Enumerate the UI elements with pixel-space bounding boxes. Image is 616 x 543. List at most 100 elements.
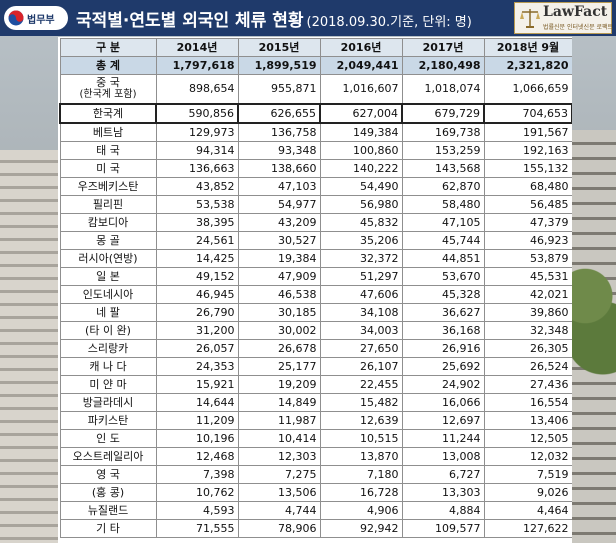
resident-count-cell: 13,406 [483,411,572,430]
resident-count-cell: 26,524 [483,357,572,376]
resident-count-cell: 11,244 [401,429,485,448]
resident-count-cell: 47,105 [401,213,485,232]
resident-count-cell: 127,622 [483,519,572,538]
resident-count-cell: 149,384 [319,122,403,142]
resident-count-cell: 45,744 [401,231,485,250]
title-subtitle: (2018.09.30.기준, 단위: 명) [306,15,472,30]
resident-count-cell: 191,567 [483,122,572,142]
resident-count-cell: 14,644 [155,393,239,412]
resident-count-cell: 4,464 [483,501,572,520]
resident-count-cell: 25,692 [401,357,485,376]
resident-count-cell: 71,555 [155,519,239,538]
resident-count-cell: 627,004 [319,103,403,124]
resident-count-cell: 4,593 [155,501,239,520]
resident-count-cell: 56,485 [483,195,572,214]
country-label: 캐 나 다 [59,357,157,376]
column-header-2018-sep: 2018년 9월 [483,38,572,57]
column-header-2016: 2016년 [319,38,403,57]
country-label: 몽 골 [59,231,157,250]
resident-count-cell: 35,206 [319,231,403,250]
country-label: 영 국 [59,465,157,484]
table-row: 캄보디아 38,395 43,209 45,832 47,105 47,379 [59,213,572,232]
china-value: 955,871 [237,74,321,105]
country-label: 스리랑카 [59,339,157,358]
country-label: 우즈베키스탄 [59,177,157,196]
country-label: 방글라데시 [59,393,157,412]
resident-count-cell: 47,909 [237,267,321,286]
resident-count-cell: 24,902 [401,375,485,394]
resident-count-cell: 704,653 [483,103,572,124]
resident-count-cell: 16,066 [401,393,485,412]
table-row: 러시아(연방) 14,425 19,384 32,372 44,851 53,879 [59,249,572,268]
total-value: 2,180,498 [401,56,485,75]
ministry-badge: 법무부 [4,6,68,30]
resident-count-cell: 11,987 [237,411,321,430]
logo-name: LawFact [543,4,608,20]
country-label: 베트남 [59,122,157,142]
table-row: 기 타 71,555 78,906 92,942 109,577 127,622 [59,519,572,538]
table-row: 베트남 129,973 136,758 149,384 169,738 191,567 [59,122,572,142]
resident-count-cell: 24,353 [155,357,239,376]
resident-count-cell: 92,942 [319,519,403,538]
resident-count-cell: 53,879 [483,249,572,268]
resident-count-cell: 100,860 [319,141,403,160]
country-label: 한국계 [59,103,157,124]
resident-count-cell: 42,021 [483,285,572,304]
china-value: 1,018,074 [401,74,485,105]
column-header-2014: 2014년 [155,38,239,57]
country-label: 태 국 [59,141,157,160]
china-row: 중 국 (한국계 포함) 898,654 955,871 1,016,607 1… [59,74,572,105]
resident-count-cell: 51,297 [319,267,403,286]
resident-count-cell: 10,414 [237,429,321,448]
statistics-table-panel: 구 분 2014년 2015년 2016년 2017년 2018년 9월 총 계… [58,37,572,543]
resident-count-cell: 13,506 [237,483,321,502]
table-row: 네 팔 26,790 30,185 34,108 36,627 39,860 [59,303,572,322]
resident-count-cell: 12,697 [401,411,485,430]
resident-count-cell: 47,379 [483,213,572,232]
resident-count-cell: 54,977 [237,195,321,214]
table-header-row: 구 분 2014년 2015년 2016년 2017년 2018년 9월 [59,38,572,57]
background-trees [572,240,616,380]
resident-count-cell: 39,860 [483,303,572,322]
resident-count-cell: 10,762 [155,483,239,502]
table-row: 캐 나 다 24,353 25,177 26,107 25,692 26,524 [59,357,572,376]
resident-count-cell: 45,328 [401,285,485,304]
resident-count-cell: 22,455 [319,375,403,394]
country-label: 러시아(연방) [59,249,157,268]
resident-count-cell: 590,856 [155,103,239,124]
resident-count-cell: 7,398 [155,465,239,484]
resident-count-cell: 45,832 [319,213,403,232]
resident-count-cell: 12,303 [237,447,321,466]
table-row: 미 얀 마 15,921 19,209 22,455 24,902 27,436 [59,375,572,394]
resident-count-cell: 58,480 [401,195,485,214]
taegeuk-emblem-icon [8,10,24,26]
resident-count-cell: 43,852 [155,177,239,196]
resident-count-cell: 26,107 [319,357,403,376]
table-row: 뉴질랜드 4,593 4,744 4,906 4,884 4,464 [59,501,572,520]
country-label: 뉴질랜드 [59,501,157,520]
country-label: 캄보디아 [59,213,157,232]
resident-count-cell: 43,209 [237,213,321,232]
resident-count-cell: 7,180 [319,465,403,484]
country-label: 미 얀 마 [59,375,157,394]
resident-count-cell: 10,515 [319,429,403,448]
table-row: (타 이 완) 31,200 30,002 34,003 36,168 32,348 [59,321,572,340]
resident-count-cell: 30,002 [237,321,321,340]
resident-count-cell: 679,729 [401,103,485,124]
resident-count-cell: 14,849 [237,393,321,412]
column-header-2015: 2015년 [237,38,321,57]
resident-count-cell: 45,531 [483,267,572,286]
resident-count-cell: 34,108 [319,303,403,322]
resident-count-cell: 32,348 [483,321,572,340]
resident-count-cell: 4,906 [319,501,403,520]
resident-count-cell: 49,152 [155,267,239,286]
resident-count-cell: 15,921 [155,375,239,394]
title-text: 국적별·연도별 외국인 체류 현황 [76,11,304,31]
ministry-label: 법무부 [27,14,55,26]
resident-count-cell: 136,663 [155,159,239,178]
page-title: 국적별·연도별 외국인 체류 현황 (2018.09.30.기준, 단위: 명) [76,6,472,31]
china-value: 1,066,659 [483,74,572,105]
china-label: 중 국 [96,76,120,89]
header-bar: 법무부 국적별·연도별 외국인 체류 현황 (2018.09.30.기준, 단위:… [0,0,616,36]
country-label: 기 타 [59,519,157,538]
